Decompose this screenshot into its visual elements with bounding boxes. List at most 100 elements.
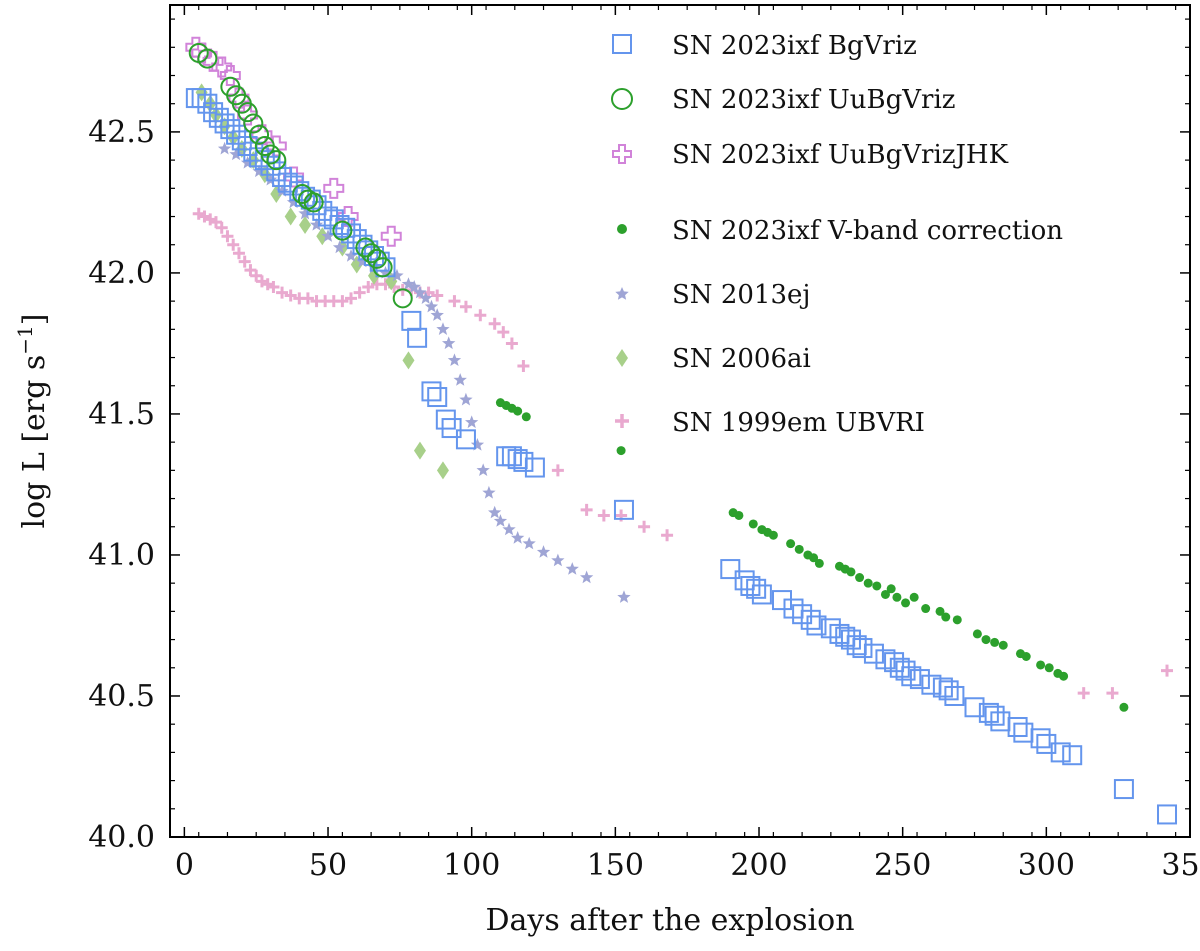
- sn2013ej-point: [309, 218, 324, 231]
- bgvriz-point: [1007, 717, 1028, 738]
- bgvriz-point: [964, 697, 985, 718]
- uubgvriz-point: [355, 237, 376, 258]
- uubgvrizjhk-point: [251, 124, 273, 146]
- legend-marker-uubgvriz: [611, 88, 633, 110]
- uubgvriz-point: [392, 288, 413, 309]
- bgvriz-point: [1113, 779, 1134, 800]
- uubgvriz-point: [260, 144, 281, 165]
- bgvriz-point: [501, 446, 522, 467]
- sn2013ej-point: [344, 249, 358, 262]
- vband-point: [901, 598, 911, 608]
- vband-point: [734, 510, 744, 520]
- sn2013ej-point: [321, 229, 335, 242]
- legend-marker-bgvriz: [612, 34, 632, 54]
- bgvriz-point: [720, 559, 741, 580]
- sn2006ai-point: [299, 215, 312, 234]
- sn2006ai-point: [284, 207, 297, 226]
- sn2013ej-point: [424, 299, 439, 313]
- sn2013ej-point: [436, 322, 450, 335]
- bgvriz-point: [214, 113, 235, 134]
- uubgvriz-point: [249, 124, 270, 145]
- sn1999em-point: [505, 337, 518, 350]
- uubgvriz-point: [266, 150, 287, 171]
- x-tick-label: 0: [175, 848, 194, 883]
- sn2013ej-point: [378, 265, 393, 279]
- vband-point: [786, 539, 796, 549]
- vband-point: [1021, 651, 1031, 661]
- sn1999em-point: [362, 281, 375, 294]
- sn1999em-point: [353, 286, 366, 299]
- uubgvriz-point: [303, 192, 324, 213]
- sn2013ej-point: [482, 485, 496, 499]
- sn1999em-point: [284, 289, 297, 302]
- sn1999em-point: [276, 286, 289, 299]
- uubgvriz-point: [197, 48, 218, 69]
- legend-label-sn2013ej: SN 2013ej: [672, 280, 810, 310]
- sn2013ej-point: [580, 570, 594, 584]
- sn1999em-point: [431, 289, 444, 302]
- axis-ticks: [169, 5, 1191, 838]
- bgvriz-point: [944, 685, 965, 706]
- x-tick-label: 150: [587, 848, 644, 883]
- sn1999em-point: [638, 520, 651, 533]
- x-tick-label: 350: [1161, 848, 1200, 883]
- uubgvriz-point: [361, 243, 382, 264]
- sn1999em-point: [336, 295, 349, 308]
- bgvriz-point: [1030, 728, 1051, 749]
- bgvriz-point: [1062, 745, 1083, 766]
- uubgvriz-point: [372, 257, 393, 278]
- sn2013ej-point: [447, 353, 462, 366]
- uubgvriz-point: [237, 102, 258, 123]
- legend-entry-sn2013ej: SN 2013ej: [615, 280, 810, 310]
- x-tick-label: 250: [874, 848, 931, 883]
- vband-point: [521, 412, 531, 422]
- bgvriz-point: [513, 451, 534, 472]
- bgvriz-point: [220, 119, 241, 140]
- sn2013ej-point: [536, 545, 551, 558]
- legend-marker-vband: [617, 224, 627, 234]
- bgvriz-point: [613, 499, 634, 520]
- y-tick-label: 42.0: [88, 256, 155, 291]
- bgvriz-point: [226, 124, 247, 145]
- sn1999em-point: [215, 221, 228, 234]
- sn1999em-point: [267, 281, 280, 294]
- vband-point: [1044, 663, 1054, 673]
- sn2006ai-point: [413, 441, 426, 460]
- bgvriz-point: [1013, 722, 1034, 743]
- sn2013ej-point: [476, 463, 490, 476]
- bgvriz-point: [441, 418, 462, 439]
- sn2013ej-point: [355, 254, 370, 268]
- sn1999em-point: [448, 295, 461, 308]
- legend-entry-sn1999em: SN 1999em UBVRI: [615, 408, 925, 438]
- vband-point: [1059, 671, 1069, 681]
- sn1999em-point: [250, 269, 263, 282]
- vband-point: [892, 592, 902, 602]
- y-tick-label: 40.0: [88, 820, 155, 855]
- bgvriz-point: [1050, 742, 1071, 763]
- legend-label-sn1999em: SN 1999em UBVRI: [672, 408, 925, 438]
- vband-point: [952, 615, 962, 625]
- vband-point: [935, 606, 945, 616]
- sn2013ej-point: [493, 514, 508, 527]
- legend-label-bgvriz: SN 2023ixf BgVriz: [672, 31, 917, 61]
- vband-point: [972, 629, 982, 639]
- sn2013ej-point: [229, 147, 243, 161]
- uubgvrizjhk-point: [219, 65, 241, 87]
- vband-point: [921, 604, 931, 614]
- vband-point: [886, 584, 896, 594]
- bgvriz-point: [938, 680, 959, 701]
- y-tick-label: 41.5: [88, 397, 155, 432]
- vband-point: [909, 592, 919, 602]
- bgvriz-point: [800, 609, 821, 630]
- sn2013ej-point: [502, 522, 516, 536]
- bgvriz-point: [260, 155, 281, 176]
- sn2013ej-point: [298, 206, 312, 220]
- sn2013ej-point: [459, 392, 473, 406]
- uubgvriz-point: [243, 113, 264, 134]
- legend-entry-uubgvrizjhk: SN 2023ixf UuBgVrizJHK: [612, 140, 1009, 170]
- sn1999em-point: [227, 238, 240, 251]
- x-tick-label: 300: [1018, 848, 1075, 883]
- sn1999em-point: [517, 360, 530, 373]
- legend-marker-uubgvrizjhk-shape: [612, 144, 632, 164]
